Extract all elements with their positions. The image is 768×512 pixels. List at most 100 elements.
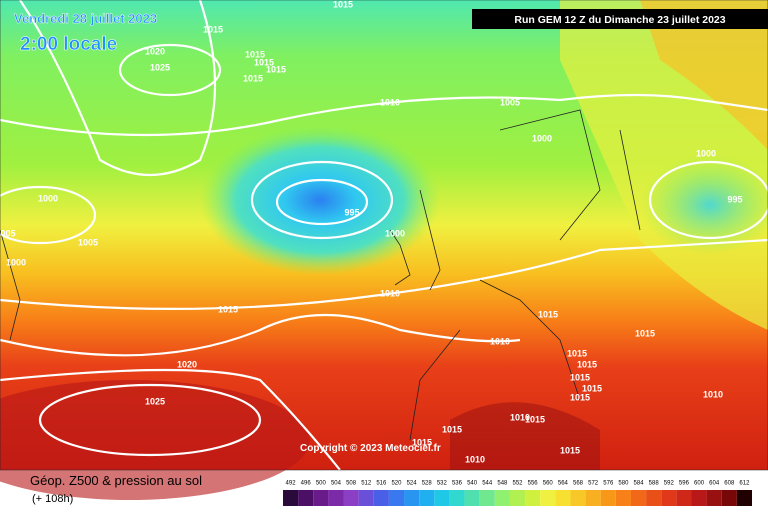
legend-swatch <box>646 490 662 506</box>
legend-swatch <box>313 490 329 506</box>
legend-label: 608 <box>724 481 735 487</box>
isobar-label: 1020 <box>177 359 197 369</box>
legend-label: 552 <box>512 481 523 487</box>
isobar-label: 1015 <box>245 49 265 59</box>
legend-label: 592 <box>664 481 675 487</box>
run-box <box>472 9 768 29</box>
legend-swatch <box>706 490 722 506</box>
isobar-label: 1015 <box>442 424 462 434</box>
legend-label: 556 <box>528 481 539 487</box>
isobar-label: 1025 <box>145 396 165 406</box>
legend-label: 532 <box>437 481 448 487</box>
legend-label: 508 <box>346 481 357 487</box>
legend-swatch <box>298 490 314 506</box>
legend-swatch <box>676 490 692 506</box>
isobar-label: 1025 <box>150 62 170 72</box>
legend-swatch <box>434 490 450 506</box>
legend-label: 580 <box>618 481 629 487</box>
isobar-label: 1015 <box>218 304 238 314</box>
isobar-label: 1015 <box>333 0 353 9</box>
legend-swatch <box>721 490 737 506</box>
hot-med <box>450 402 600 470</box>
legend-label: 520 <box>391 481 402 487</box>
legend-label: 568 <box>573 481 584 487</box>
legend-label: 596 <box>679 481 690 487</box>
legend-swatch <box>585 490 601 506</box>
coastlines <box>0 109 641 441</box>
legend-swatch <box>343 490 359 506</box>
isobar-label: 1015 <box>254 57 274 67</box>
legend-swatch <box>509 490 526 506</box>
isobar-label: 1020 <box>145 46 165 56</box>
isobar-label: 995 <box>344 207 359 217</box>
isobar-label: 1000 <box>532 133 552 143</box>
legend-label: 600 <box>694 481 705 487</box>
isobar-label: 1015 <box>570 392 590 402</box>
isobar-label: 1015 <box>538 309 558 319</box>
legend-swatch <box>661 490 677 506</box>
isobar-label: 1005 <box>500 97 520 107</box>
isobar-label: 1010 <box>380 288 400 298</box>
legend-label: 492 <box>286 481 297 487</box>
legend-swatch <box>570 490 586 506</box>
legend-swatch <box>691 490 707 506</box>
isobar-label: 1015 <box>203 24 223 34</box>
isobar-label: 1015 <box>570 372 590 382</box>
legend-swatch <box>328 490 344 506</box>
legend-swatch <box>494 490 510 506</box>
legend-swatch <box>615 490 631 506</box>
legend-swatch <box>449 490 465 506</box>
legend-label: 540 <box>467 481 478 487</box>
legend-label: 604 <box>709 481 720 487</box>
isobar-label: 1015 <box>266 64 286 74</box>
isobar-label: 1015 <box>243 73 263 83</box>
isobar-label: 1015 <box>412 437 432 447</box>
legend-label: 560 <box>543 481 554 487</box>
isobar-label: 1005 <box>78 237 98 247</box>
isobar-label: 1000 <box>696 148 716 158</box>
legend-swatch <box>283 490 299 506</box>
legend-label: 548 <box>497 481 508 487</box>
isobar-label: 995 <box>727 194 742 204</box>
copyright: Copyright © 2023 Meteociel.fr <box>300 443 441 454</box>
date: Vendredi 28 juillet 2023 <box>14 11 157 26</box>
isobar-label: 1010 <box>380 97 400 107</box>
legend-swatch <box>630 490 647 506</box>
isobar-label: 1015 <box>577 359 597 369</box>
footer-lead: (+ 108h) <box>32 493 73 505</box>
legend-swatch <box>373 490 389 506</box>
legend-swatch <box>540 490 556 506</box>
legend-swatch <box>736 490 752 506</box>
legend-label: 588 <box>649 481 660 487</box>
legend-label: 544 <box>482 481 493 487</box>
isobar-label: 1000 <box>38 193 58 203</box>
isobar-label: 1015 <box>635 328 655 338</box>
isobars <box>0 0 768 470</box>
legend-label: 536 <box>452 481 463 487</box>
legend-label: 496 <box>301 481 312 487</box>
legend-label: 524 <box>407 481 418 487</box>
legend-label: 612 <box>739 481 750 487</box>
legend-swatch <box>600 490 616 506</box>
legend-label: 528 <box>422 481 433 487</box>
isobar-label: 1010 <box>703 389 723 399</box>
legend-label: 576 <box>603 481 614 487</box>
isobar-label: 1010 <box>490 336 510 346</box>
legend-swatch <box>555 490 571 506</box>
isobar-label: 005 <box>0 228 15 238</box>
legend-swatch <box>358 490 374 506</box>
legend-swatch <box>464 490 480 506</box>
isobar-label: 1015 <box>582 383 602 393</box>
footer-title: Géop. Z500 & pression au sol <box>30 473 202 488</box>
isobar-label: 1015 <box>560 445 580 455</box>
warm-ne <box>640 0 768 150</box>
legend-label: 584 <box>634 481 645 487</box>
isobar-label: 1010 <box>465 454 485 464</box>
low-center <box>200 125 440 275</box>
legend-swatch <box>479 490 495 506</box>
isobar-label: 1000 <box>385 228 405 238</box>
legend-label: 504 <box>331 481 342 487</box>
isobar-label: 1015 <box>525 414 545 424</box>
